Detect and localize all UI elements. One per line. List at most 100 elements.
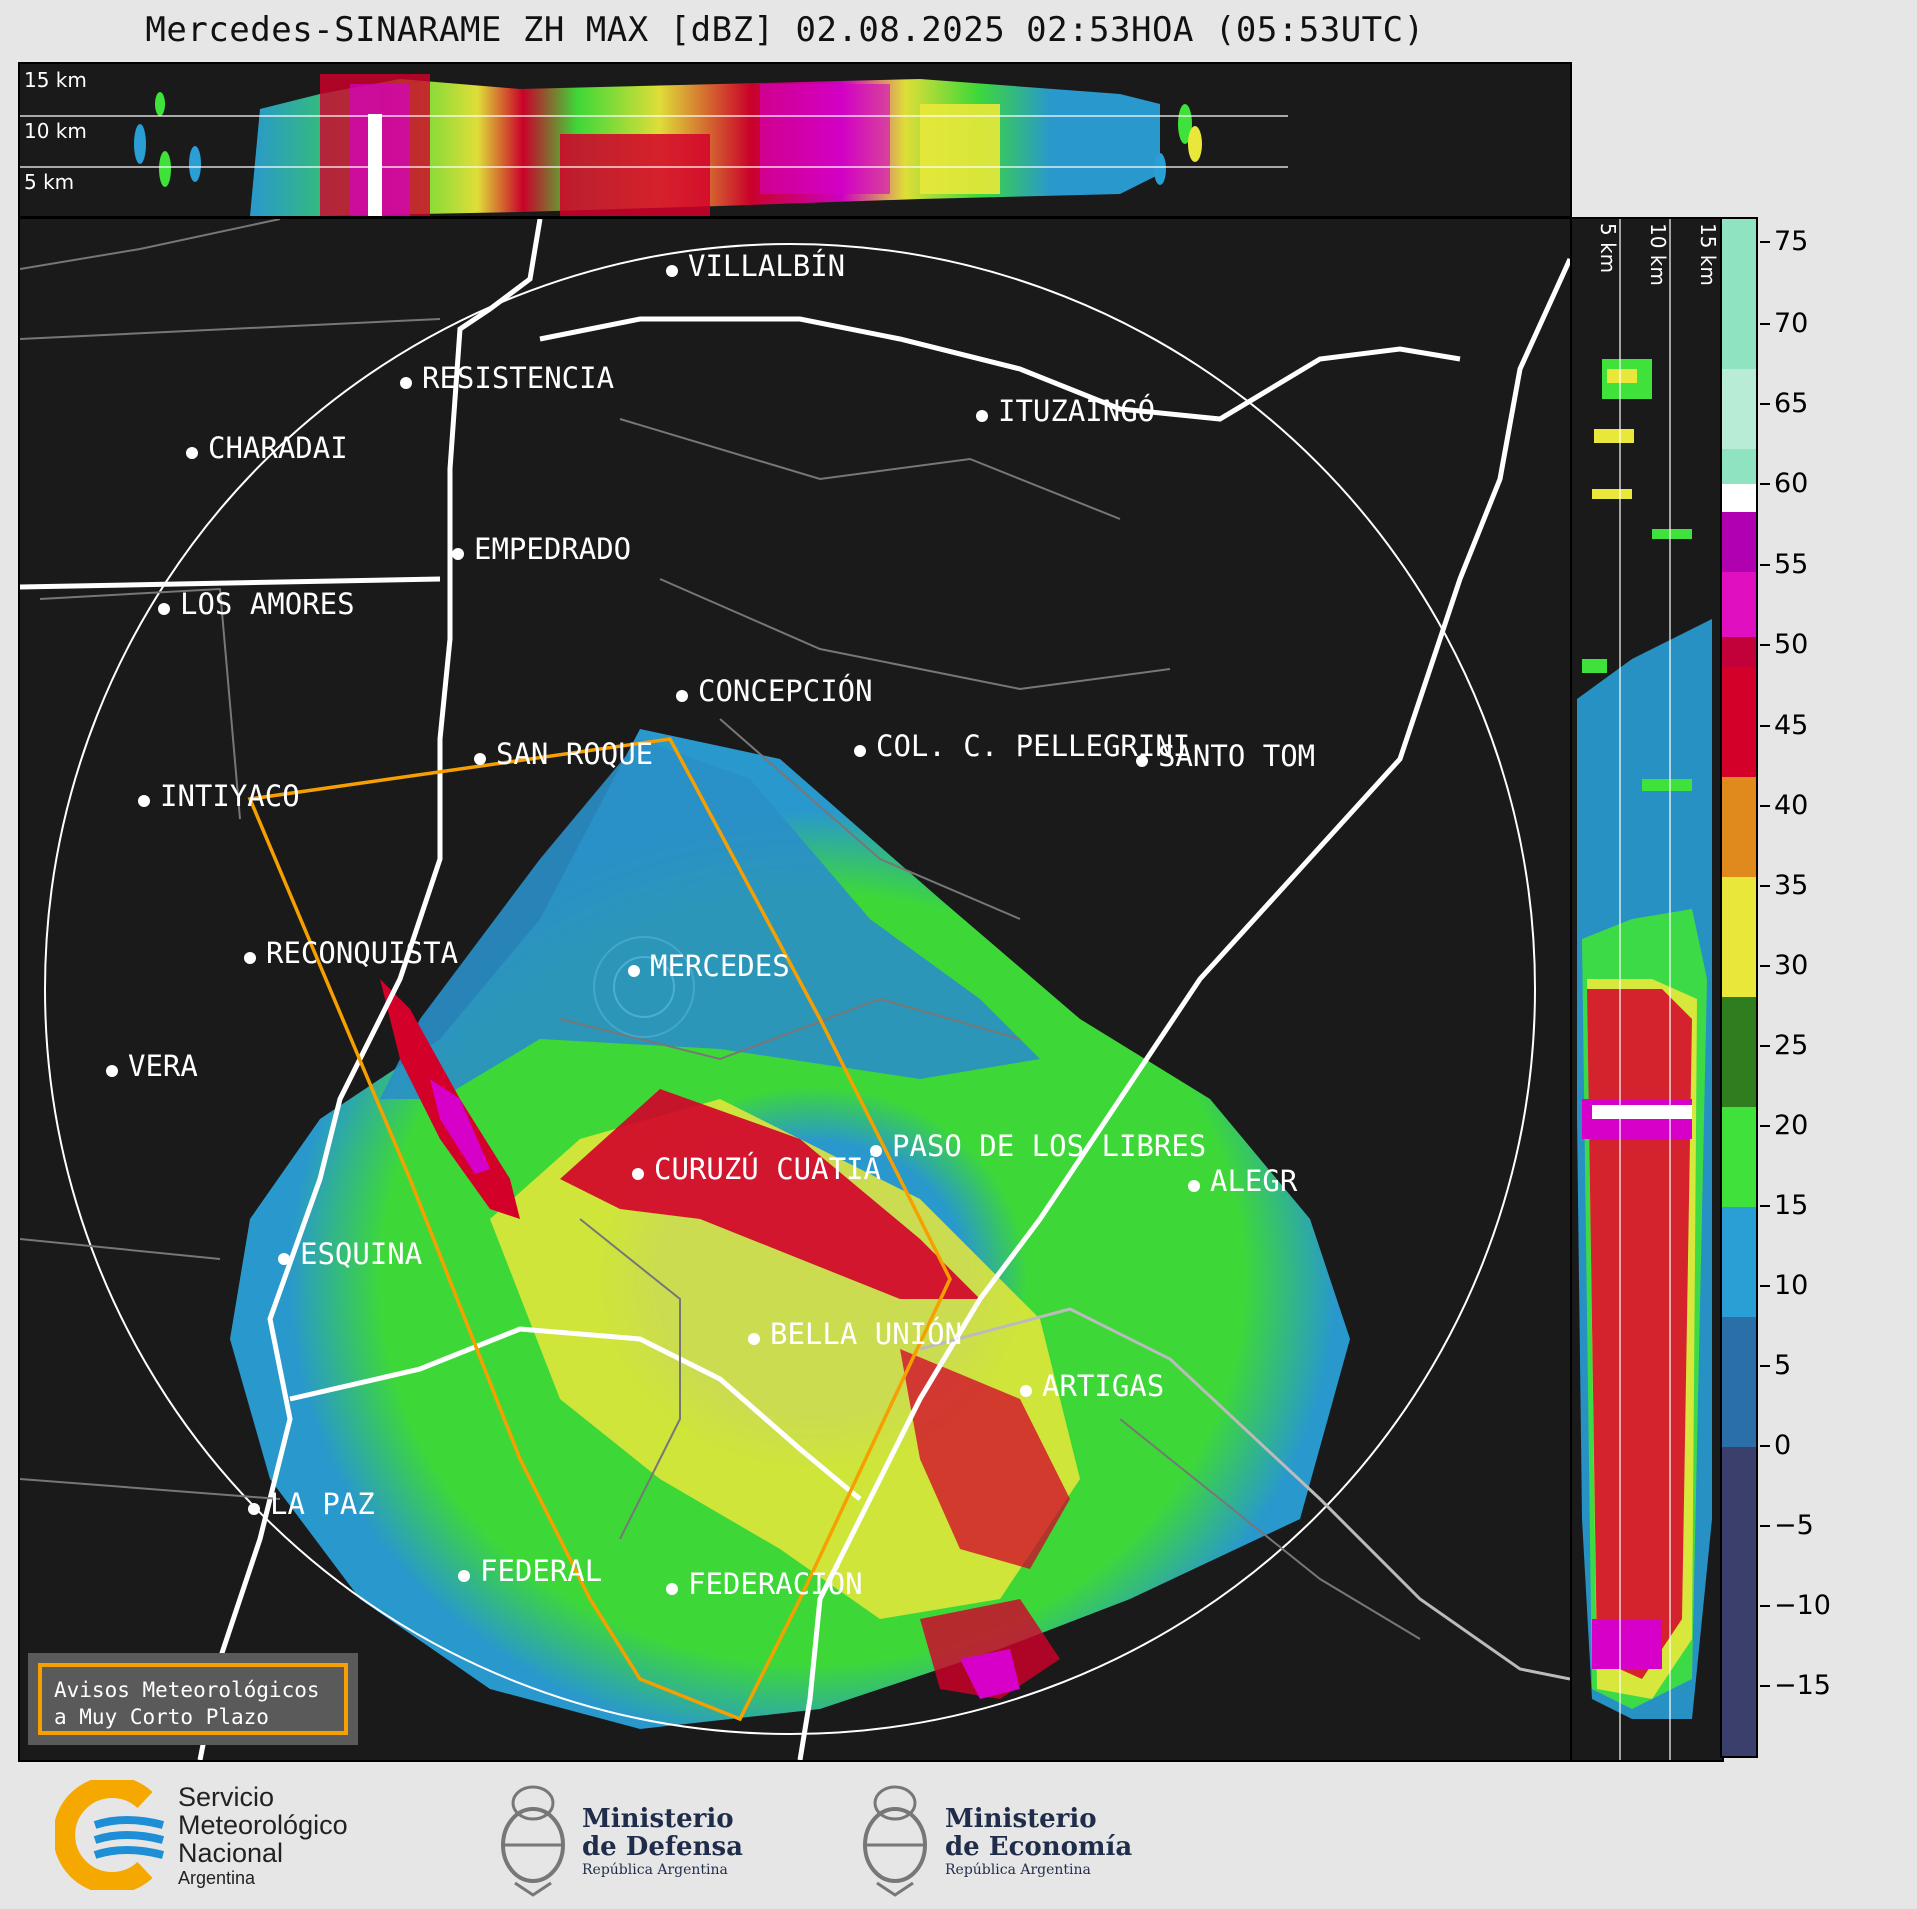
place-dot bbox=[1020, 1385, 1032, 1397]
side-cross-section-panel: 5 km 10 km 15 km bbox=[1570, 217, 1724, 1762]
smn-line1: Servicio bbox=[178, 1782, 275, 1812]
colorbar-tick bbox=[1760, 1045, 1770, 1047]
place-dot bbox=[976, 410, 988, 422]
place-dot bbox=[666, 1583, 678, 1595]
place-dot bbox=[244, 952, 256, 964]
border-entre-rios bbox=[289, 1326, 862, 1501]
echo-squall-core bbox=[430, 1079, 490, 1174]
place-concepcion: CONCEPCIÓN bbox=[676, 674, 873, 708]
colorbar-label-65: 65 bbox=[1774, 388, 1809, 419]
colorbar-label-60: 60 bbox=[1774, 468, 1809, 499]
place-dot bbox=[1188, 1180, 1200, 1192]
echo-red-south bbox=[900, 1349, 1070, 1569]
place-intiyaco: INTIYACO bbox=[138, 779, 300, 813]
economia-logo-text: Ministerio de Economía República Argenti… bbox=[945, 1805, 1132, 1879]
place-mercedes: MERCEDES bbox=[628, 949, 790, 983]
place-dot bbox=[870, 1145, 882, 1157]
place-los-amores: LOS AMORES bbox=[158, 587, 355, 621]
place-paso-de-los-libres: PASO DE LOS LIBRES bbox=[870, 1129, 1206, 1163]
place-ituzaingo: ITUZAINGÓ bbox=[976, 394, 1155, 428]
colorbar-tick bbox=[1760, 323, 1770, 325]
shield-icon bbox=[863, 1785, 927, 1897]
place-dot bbox=[186, 447, 198, 459]
colorbar-label-15: 15 bbox=[1774, 1190, 1809, 1221]
colorbar-tick bbox=[1760, 644, 1770, 646]
defensa-line2: de Defensa bbox=[582, 1832, 743, 1862]
top-height-label-15: 15 km bbox=[24, 68, 87, 92]
colorbar-tick bbox=[1760, 1205, 1770, 1207]
place-dot bbox=[474, 753, 486, 765]
top-cross-section-panel: 15 km 10 km 5 km bbox=[18, 62, 1572, 218]
colorbar-tick bbox=[1760, 241, 1770, 243]
economia-line2: de Economía bbox=[945, 1832, 1133, 1862]
place-la-paz: LA PAZ bbox=[248, 1487, 375, 1521]
colorbar-label-minus15: −15 bbox=[1774, 1670, 1831, 1701]
defensa-line3: República Argentina bbox=[582, 1862, 728, 1878]
warning-legend-line2: a Muy Corto Plazo bbox=[54, 1705, 269, 1729]
shield-icon bbox=[501, 1785, 565, 1897]
colorbar-label-70: 70 bbox=[1774, 308, 1809, 339]
argentina-shield-icon-2 bbox=[857, 1773, 933, 1899]
top-height-label-5: 5 km bbox=[24, 170, 75, 194]
smn-line3: Nacional bbox=[178, 1838, 284, 1868]
colorbar-label-45: 45 bbox=[1774, 710, 1809, 741]
colorbar-tick bbox=[1760, 1365, 1770, 1367]
border-north bbox=[539, 316, 1461, 422]
place-dot bbox=[1136, 755, 1148, 767]
smn-logo-text: Servicio Meteorológico Nacional Argentin… bbox=[178, 1783, 348, 1889]
colorbar-tick bbox=[1760, 965, 1770, 967]
economia-line3: República Argentina bbox=[945, 1862, 1091, 1878]
place-dot bbox=[138, 795, 150, 807]
smn-logo-icon bbox=[55, 1780, 165, 1890]
argentina-shield-icon bbox=[495, 1773, 571, 1899]
place-dot bbox=[248, 1503, 260, 1515]
colorbar-label-0: 0 bbox=[1774, 1430, 1792, 1461]
place-dot bbox=[278, 1253, 290, 1265]
range-ring bbox=[44, 243, 1536, 1735]
top-cross-section-echoes bbox=[20, 74, 1288, 216]
colorbar-tick bbox=[1760, 725, 1770, 727]
place-villalbin: VILLALBÍN bbox=[666, 249, 845, 283]
warning-legend-inner: Avisos Meteorológicos a Muy Corto Plazo bbox=[38, 1663, 348, 1735]
echo-red-core bbox=[560, 1089, 980, 1299]
side-height-label-15: 15 km bbox=[1696, 223, 1720, 286]
top-height-label-10: 10 km bbox=[24, 119, 87, 143]
place-federal: FEDERAL bbox=[458, 1554, 602, 1588]
place-esquina: ESQUINA bbox=[278, 1237, 422, 1271]
place-dot bbox=[400, 377, 412, 389]
place-bella-union: BELLA UNIÓN bbox=[748, 1317, 962, 1351]
place-resistencia: RESISTENCIA bbox=[400, 361, 614, 395]
smn-line4: Argentina bbox=[178, 1868, 256, 1888]
border-chaco bbox=[20, 576, 441, 590]
place-dot bbox=[632, 1168, 644, 1180]
place-dot bbox=[854, 745, 866, 757]
colorbar-label-minus5: −5 bbox=[1774, 1510, 1814, 1541]
colorbar-scale bbox=[1722, 219, 1756, 1756]
colorbar-label-50: 50 bbox=[1774, 629, 1809, 660]
colorbar-tick bbox=[1760, 564, 1770, 566]
colorbar-label-20: 20 bbox=[1774, 1110, 1809, 1141]
colorbar-tick bbox=[1760, 1525, 1770, 1527]
smn-logo bbox=[55, 1780, 165, 1890]
admin-boundaries bbox=[20, 219, 1421, 1640]
economia-line1: Ministerio bbox=[945, 1804, 1097, 1834]
defensa-line1: Ministerio bbox=[582, 1804, 734, 1834]
colorbar-label-5: 5 bbox=[1774, 1350, 1792, 1381]
colorbar-label-25: 25 bbox=[1774, 1030, 1809, 1061]
place-alegrete: ALEGR bbox=[1188, 1164, 1297, 1198]
place-dot bbox=[628, 965, 640, 977]
place-empedrado: EMPEDRADO bbox=[452, 532, 631, 566]
echo-red-southeast bbox=[920, 1599, 1060, 1699]
chart-title: Mercedes-SINARAME ZH MAX [dBZ] 02.08.202… bbox=[145, 10, 1425, 50]
place-dot bbox=[666, 265, 678, 277]
colorbar-label-minus10: −10 bbox=[1774, 1590, 1831, 1621]
place-vera: VERA bbox=[106, 1049, 198, 1083]
place-dot bbox=[452, 548, 464, 560]
colorbar-label-55: 55 bbox=[1774, 549, 1809, 580]
colorbar-tick bbox=[1760, 805, 1770, 807]
defensa-logo-text: Ministerio de Defensa República Argentin… bbox=[582, 1805, 743, 1879]
echo-blue-north bbox=[380, 739, 1040, 1099]
colorbar-tick bbox=[1760, 1285, 1770, 1287]
place-santo-tome: SANTO TOM bbox=[1136, 739, 1315, 773]
colorbar bbox=[1720, 217, 1758, 1758]
